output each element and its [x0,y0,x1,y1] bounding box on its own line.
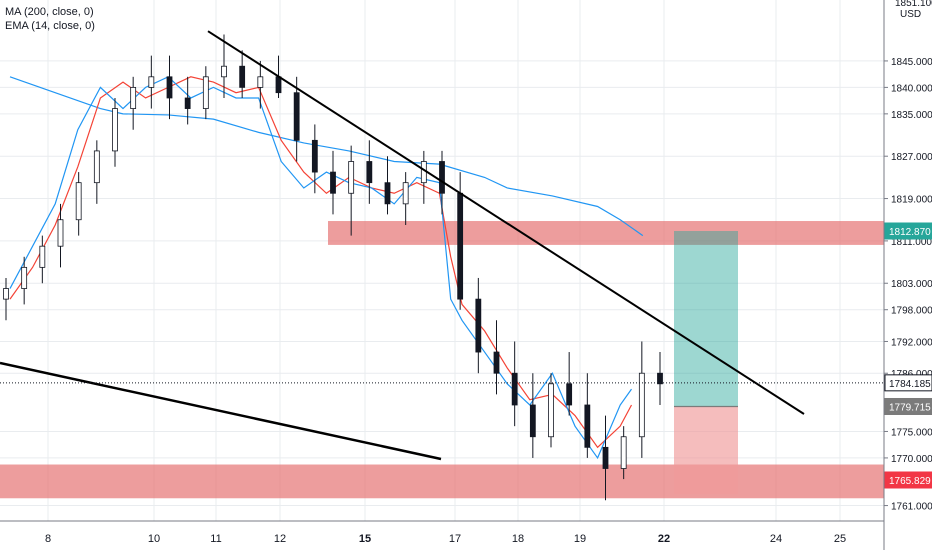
candle-body [366,161,373,184]
support-trendline[interactable] [0,361,442,461]
price-tag [884,471,932,489]
candle-body [548,383,554,438]
price-tick-label: 1792.000 [891,337,932,348]
candle-body [57,219,64,247]
candle-body [511,372,518,406]
candle-body [584,404,591,448]
candle-body [221,65,227,78]
candle-body [93,150,100,184]
candle-body [293,92,300,141]
candle-body [202,76,209,109]
time-tick-label: 22 [658,533,670,545]
candle-body [112,108,118,152]
resistance-zone[interactable] [328,221,884,245]
time-tick-label: 25 [834,533,846,545]
price-tag-label: 1784.185 [889,379,931,390]
price-tick-label: 1798.000 [891,306,932,317]
time-tick-label: 17 [449,533,461,545]
candle-body [566,383,573,406]
candle-body [330,171,336,194]
candle-body [457,192,464,300]
ema-legend-label: EMA (14, close, 0) [5,20,95,32]
price-tick-label: 1775.000 [891,427,932,438]
candle-body [638,372,645,438]
price-tag [884,374,932,392]
candle-body [475,298,482,353]
candle-body [439,161,445,194]
time-tick-label: 18 [512,533,524,545]
time-tick-label: 15 [359,533,371,545]
stop-loss-box[interactable] [674,406,738,494]
price-tick-label: 1770.000 [891,454,932,465]
price-tag [884,397,932,415]
time-tick-label: 24 [770,533,782,545]
support-zone[interactable] [0,464,884,499]
time-tick-label: 10 [148,533,160,545]
candle-body [21,266,28,289]
time-tick-label: 12 [274,533,286,545]
price-tag-label: 1812.870 [889,227,931,238]
price-tick-label: 1819.000 [891,195,932,206]
candle-body [348,161,355,194]
candle-body [166,76,173,99]
candle-body [184,97,191,109]
time-tick-label: 8 [45,533,51,545]
time-tick-label: 19 [574,533,586,545]
price-tick-label: 1803.000 [891,279,932,290]
resistance-trendline[interactable] [207,30,805,415]
candle-body [657,372,663,385]
candle-body [239,65,246,88]
price-axis-currency: USD [900,9,921,20]
candle-body [257,76,264,88]
candle-body [39,245,46,268]
candle-body [75,182,82,221]
indicator-legend: MA (200, close, 0) EMA (14, close, 0) [5,5,95,33]
profit-target-box[interactable] [674,231,738,407]
price-tick-label: 1761.000 [891,502,932,513]
price-axis-bg [884,0,932,550]
candle-body [493,351,500,374]
candle-body [130,86,137,109]
candle-body [3,288,9,300]
price-tick-label: 1811.000 [891,237,932,248]
price-tick-label: 1835.000 [891,110,932,121]
price-axis-top-label: 1851.100 [895,0,932,9]
candle-body [402,182,409,205]
price-tag [884,222,932,240]
ma-legend-label: MA (200, close, 0) [5,6,94,18]
candle-body [384,182,391,205]
candle-body [602,446,609,469]
candle-body [529,404,536,438]
price-tick-label: 1840.000 [891,83,932,94]
candle-body [620,436,627,469]
price-tick-label: 1845.000 [891,57,932,68]
time-tick-label: 11 [210,533,221,545]
ema-14-fast-line [9,76,632,460]
price-tag-label: 1779.715 [889,402,931,413]
candle-body [275,76,282,94]
price-tag-label: 1765.829 [889,476,931,487]
candle-body [311,139,318,173]
price-tick-label: 1827.000 [891,152,932,163]
time-axis-bg [0,521,884,550]
candle-body [148,76,155,88]
